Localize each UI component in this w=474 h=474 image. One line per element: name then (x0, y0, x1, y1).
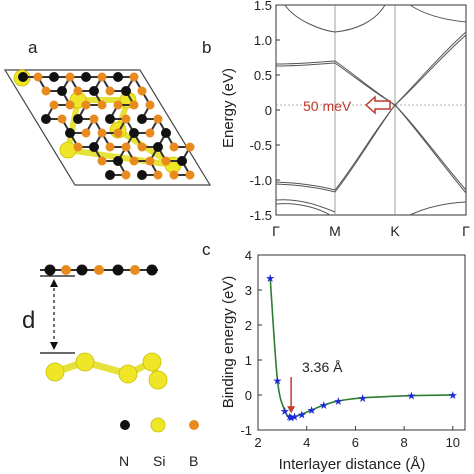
nitrogen-atoms (18, 72, 187, 180)
legend-si-label: Si (153, 453, 165, 469)
side-hbn-atoms (44, 264, 158, 276)
binding-point: ★ (273, 375, 283, 387)
binding-point: ★ (358, 393, 368, 405)
binding-xlabel: Interlayer distance (Å) (279, 456, 426, 473)
binding-ytick-label: 3 (245, 283, 252, 298)
band-ytick-label: -0.5 (250, 138, 272, 153)
binding-points: ★★★★★★★ ★ ★ ★ ★ ★ ★ (265, 273, 458, 425)
binding-point: ★ (297, 409, 307, 421)
binding-point: ★ (406, 391, 416, 403)
binding-xtick-label: 8 (401, 435, 408, 450)
boron-atoms (33, 72, 195, 180)
binding-point: ★ (319, 400, 329, 412)
binding-point: ★ (307, 405, 317, 417)
panel-c-label: c (202, 240, 211, 259)
binding-point: ★ (286, 412, 296, 424)
unit-cell-outline (3, 69, 212, 186)
binding-point: ★ (280, 406, 290, 418)
panel-a-label: a (28, 38, 38, 57)
atom-legend: N Si B (119, 417, 199, 469)
binding-ytick-label: 0 (245, 388, 252, 403)
minimum-arrowhead (287, 406, 296, 414)
binding-xtick-label: 4 (303, 435, 310, 450)
band-annotation: 50 meV (303, 98, 352, 114)
binding-plot-frame (257, 254, 466, 431)
legend-b-label: B (189, 453, 198, 469)
binding-ylabel: Binding energy (eV) (220, 276, 237, 409)
binding-point: ★ (290, 412, 300, 424)
binding-point: ★ (265, 273, 275, 285)
band-kpoint-label: Γ (272, 223, 280, 239)
panel-b-label: b (202, 38, 211, 57)
annotation-arrow (364, 95, 391, 115)
band-plot-area: 50 meV (275, 4, 467, 216)
band-ytick-label: 0.5 (254, 68, 272, 83)
legend-b-marker (189, 420, 199, 430)
binding-curve (269, 277, 453, 419)
band-kpoint-label: K (390, 223, 400, 239)
binding-xtick-label: 10 (446, 435, 460, 450)
band-kpoint-label: Γ (462, 223, 470, 239)
minimum-annotation: 3.36 Å (302, 359, 343, 375)
binding-point: ★ (333, 396, 343, 408)
binding-xtick-label: 6 (352, 435, 359, 450)
distance-label: d (22, 307, 35, 334)
band-ytick-label: 1.5 (254, 0, 272, 13)
binding-ytick-label: -1 (240, 423, 252, 438)
band-ytick-label: 0 (265, 103, 272, 118)
binding-point: ★ (448, 390, 458, 402)
binding-ytick-label: 4 (245, 248, 252, 263)
legend-n-marker (120, 420, 130, 430)
binding-point: ★ (285, 412, 295, 424)
binding-ytick-label: 2 (245, 318, 252, 333)
band-ytick-label: 1.0 (254, 33, 272, 48)
binding-xtick-label: 2 (254, 435, 261, 450)
side-view-structure: d (22, 264, 168, 390)
band-kpoint-label: M (329, 223, 341, 239)
side-si-layer (51, 358, 162, 384)
top-view-structure (3, 69, 212, 186)
band-ylabel: Energy (eV) (220, 68, 237, 148)
legend-si-marker (150, 417, 166, 433)
band-ytick-label: -1.0 (250, 173, 272, 188)
binding-ytick-label: 1 (245, 353, 252, 368)
legend-n-label: N (119, 453, 129, 469)
band-y-ticks: 1.5 1.0 0.5 0 -0.5 -1.0 -1.5 (250, 0, 280, 223)
band-ytick-label: -1.5 (250, 208, 272, 223)
